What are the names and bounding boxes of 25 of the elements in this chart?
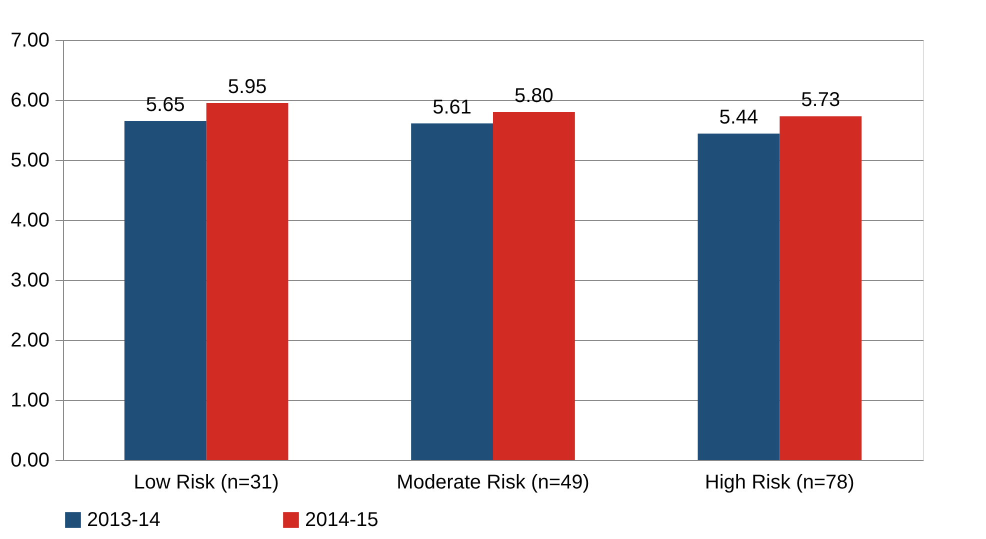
- bar: [411, 123, 493, 460]
- y-tick-label: 3.00: [10, 270, 50, 292]
- y-tick-label: 0.00: [10, 450, 50, 472]
- data-label: 5.95: [228, 76, 267, 98]
- y-tick-label: 2.00: [10, 330, 50, 352]
- data-label: 5.65: [146, 94, 185, 116]
- y-tick-label: 4.00: [10, 210, 50, 232]
- y-tick-label: 1.00: [10, 390, 50, 412]
- bar: [698, 134, 780, 460]
- x-tick-label: Moderate Risk (n=49): [396, 472, 590, 494]
- bar: [206, 103, 288, 460]
- y-tick-label: 7.00: [10, 30, 50, 52]
- bar: [493, 112, 575, 460]
- legend-label: 2013-14: [87, 509, 160, 531]
- data-label: 5.61: [432, 96, 472, 118]
- x-tick-label: High Risk (n=78): [704, 472, 854, 494]
- y-tick-label: 5.00: [10, 150, 50, 172]
- y-tick-label: 6.00: [10, 90, 50, 112]
- legend-label: 2014-15: [305, 509, 378, 531]
- bar: [780, 116, 862, 460]
- data-label: 5.73: [801, 89, 840, 112]
- x-tick-label: Low Risk (n=31): [134, 472, 279, 494]
- bar: [124, 121, 206, 460]
- data-label: 5.80: [514, 85, 554, 107]
- data-label: 5.44: [719, 106, 758, 129]
